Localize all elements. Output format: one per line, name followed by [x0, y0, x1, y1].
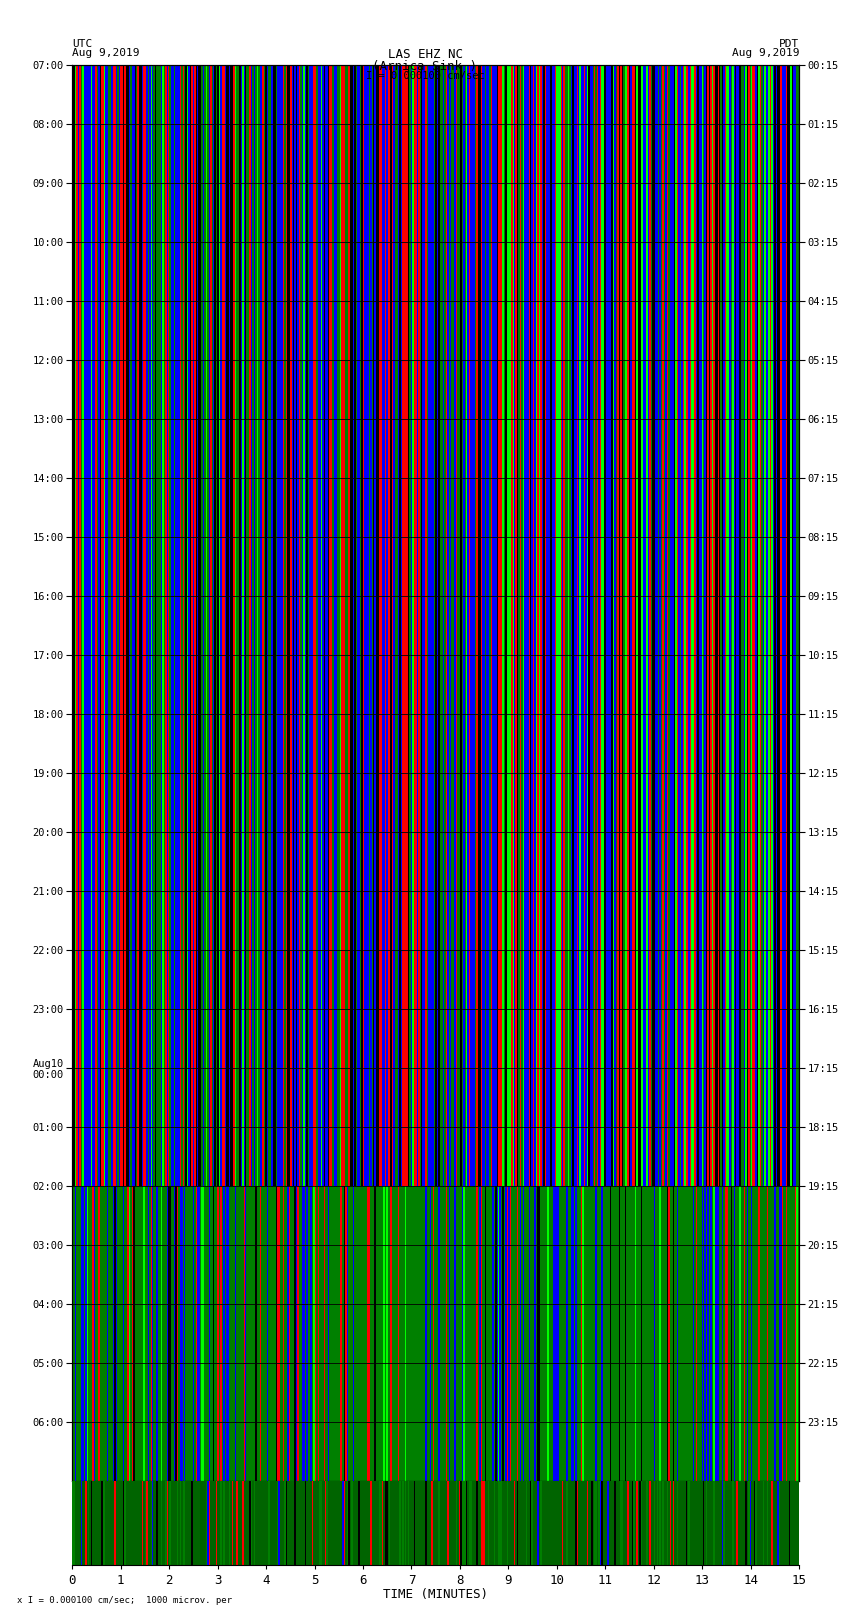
Text: LAS EHZ NC: LAS EHZ NC	[388, 48, 462, 61]
Text: (Arnica Sink ): (Arnica Sink )	[372, 60, 478, 73]
Text: x I = 0.000100 cm/sec;  1000 microv. per: x I = 0.000100 cm/sec; 1000 microv. per	[17, 1595, 232, 1605]
Text: PDT: PDT	[779, 39, 799, 48]
Text: Aug 9,2019: Aug 9,2019	[72, 48, 139, 58]
X-axis label: TIME (MINUTES): TIME (MINUTES)	[383, 1589, 488, 1602]
Text: UTC: UTC	[72, 39, 93, 48]
Text: I = 0.000100 cm/sec: I = 0.000100 cm/sec	[366, 71, 484, 81]
Text: Aug 9,2019: Aug 9,2019	[732, 48, 799, 58]
